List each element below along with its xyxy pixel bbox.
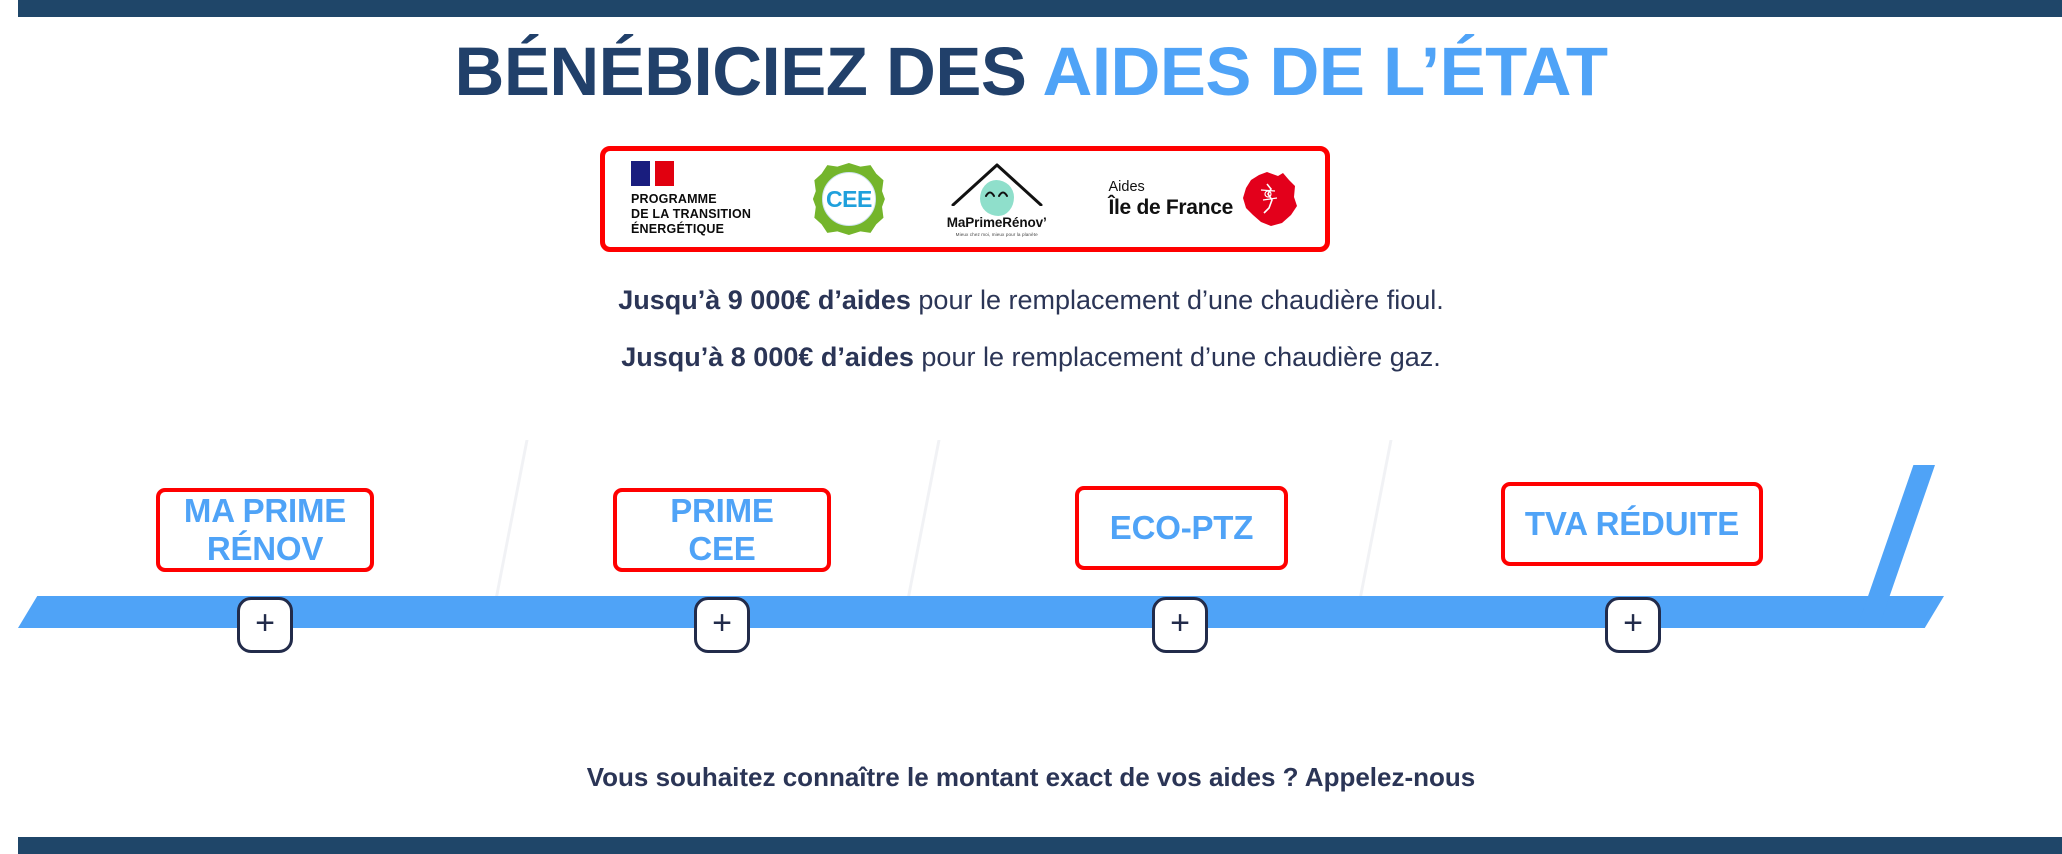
aid-label-line-2: CEE (688, 530, 756, 567)
page-title-light-part: AIDES DE L’ÉTAT (1042, 33, 1608, 110)
page-title: BÉNÉBICIEZ DES AIDES DE L’ÉTAT (0, 33, 2062, 110)
aid-statement-gaz-rest: pour le remplacement d’une chaudière gaz… (913, 342, 1441, 372)
aid-label-line-1: PRIME (670, 492, 774, 530)
page-title-dark-part: BÉNÉBICIEZ DES (454, 33, 1043, 110)
aid-card-eco-ptz-label: ECO-PTZ (1109, 509, 1254, 547)
expand-button-tva-reduite[interactable]: + (1605, 597, 1661, 653)
aid-statement-fioul-rest: pour le remplacement d’une chaudière fio… (910, 285, 1444, 315)
french-flag-icon (631, 160, 674, 186)
logo-cee: CEE (812, 151, 885, 247)
top-accent-bar (18, 0, 2062, 17)
aid-statement-fioul: Jusqu’à 9 000€ d’aides pour le remplacem… (0, 285, 2062, 316)
logo-aides-ile-de-france: Aides Île de France (1108, 151, 1299, 247)
plus-icon: + (1170, 604, 1190, 642)
aid-label-line-2: RÉNOV (206, 530, 324, 567)
aid-card-tva-reduite[interactable]: TVA RÉDUITE (1501, 482, 1763, 566)
aid-statement-gaz: Jusqu’à 8 000€ d’aides pour le remplacem… (0, 342, 2062, 373)
aid-statement-gaz-amount: Jusqu’à 8 000€ d’aides (621, 342, 914, 372)
expand-button-eco-ptz[interactable]: + (1152, 597, 1208, 653)
logo-maprimerenov: MaPrimeRénov’ Mieux chez moi, mieux pour… (947, 151, 1047, 247)
maprimerenov-house-icon (949, 162, 1045, 216)
plus-icon: + (255, 604, 275, 642)
programme-line-3: ÉNERGÉTIQUE (631, 222, 725, 237)
programme-line-1: PROGRAMME (631, 191, 717, 206)
aid-card-prime-cee-label: PRIME CEE (670, 492, 774, 567)
ile-de-france-map-icon (1242, 172, 1297, 226)
plus-icon: + (1623, 604, 1643, 642)
aid-card-ma-prime-renov-label: MA PRIME RÉNOV (184, 492, 346, 567)
plus-icon: + (712, 604, 732, 642)
logo-programme-transition-energetique: PROGRAMME DE LA TRANSITION ÉNERGÉTIQUE (631, 151, 751, 247)
aid-card-ma-prime-renov[interactable]: MA PRIME RÉNOV (156, 488, 374, 572)
aid-card-tva-reduite-label: TVA RÉDUITE (1524, 505, 1740, 543)
aid-statement-fioul-amount: Jusqu’à 9 000€ d’aides (618, 285, 911, 315)
programme-line-2: DE LA TRANSITION (631, 206, 752, 221)
maprimerenov-name: MaPrimeRénov’ (946, 214, 1047, 230)
cee-label: CEE (826, 185, 872, 212)
idf-small-label: Aides (1108, 178, 1145, 195)
aid-card-prime-cee[interactable]: PRIME CEE (613, 488, 831, 572)
call-to-action-text: Vous souhaitez connaître le montant exac… (586, 762, 1476, 792)
partner-logos-band: PROGRAMME DE LA TRANSITION ÉNERGÉTIQUE C… (600, 146, 1330, 252)
expand-button-ma-prime-renov[interactable]: + (237, 597, 293, 653)
cee-badge-icon: CEE (812, 163, 885, 235)
aid-types-ribbon: MA PRIME RÉNOV + PRIME CEE + ECO-PTZ + T… (0, 440, 2062, 660)
programme-logo-text: PROGRAMME DE LA TRANSITION ÉNERGÉTIQUE (631, 192, 751, 238)
aid-label-line-1: MA PRIME (183, 492, 347, 530)
idf-big-label: Île de France (1108, 196, 1233, 220)
bottom-accent-bar (18, 837, 2062, 854)
maprimerenov-tagline: Mieux chez moi, mieux pour la planète (955, 231, 1038, 237)
aid-card-eco-ptz[interactable]: ECO-PTZ (1075, 486, 1288, 570)
expand-button-prime-cee[interactable]: + (694, 597, 750, 653)
